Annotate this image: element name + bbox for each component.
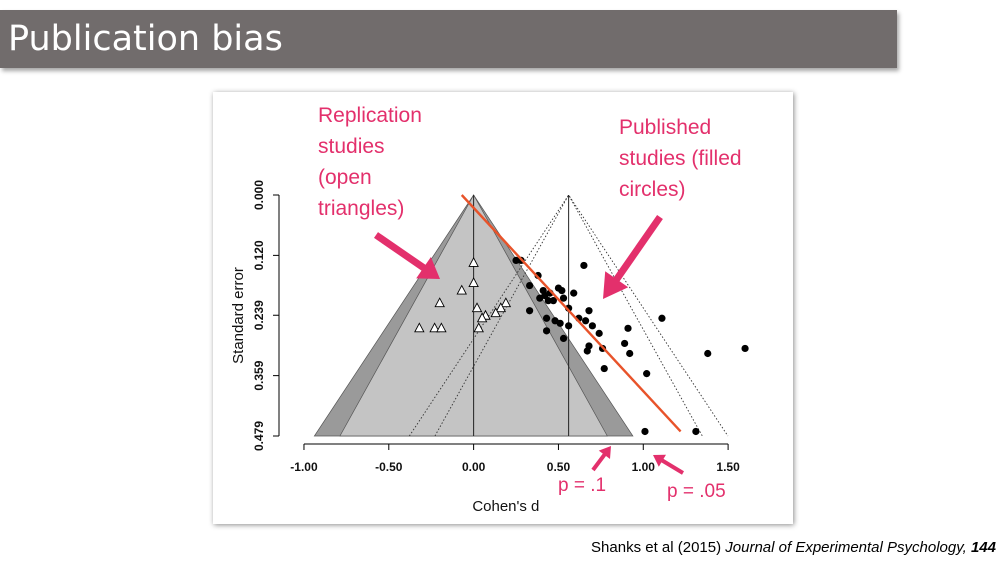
y-tick-label: 0.120	[252, 240, 266, 270]
published-study-point	[583, 347, 591, 355]
replication-study-point	[473, 322, 484, 333]
replication-annotation: Replication studies (open triangles)	[318, 104, 422, 220]
published-study-point	[512, 256, 520, 265]
replication-study-point	[476, 312, 488, 323]
funnel-plot: -1.00 -0.50 0.00 0.50 1.00 1.50 Cohen's d 0.000…	[230, 180, 749, 515]
published-study-point	[526, 307, 534, 315]
published-study-point	[526, 281, 534, 290]
published-study-point	[626, 349, 634, 358]
x-tick-label: 0.00	[462, 460, 486, 474]
x-tick-label: 0.50	[547, 460, 571, 474]
published-study-point	[588, 322, 596, 330]
replication-study-point	[414, 322, 425, 333]
replication-study-point	[490, 307, 501, 318]
p-005-annotation: p = .05	[667, 481, 726, 502]
y-axis-title: Standard error	[230, 267, 247, 364]
published-study-point	[692, 427, 700, 436]
published-study-point	[641, 427, 649, 436]
published-study-point	[595, 329, 603, 337]
published-study-point	[541, 292, 549, 300]
published-study-point	[570, 289, 578, 297]
published-funnel-boundary	[434, 194, 703, 437]
regression-line	[460, 194, 682, 433]
replication-study-point	[495, 302, 507, 313]
y-tick-label: 0.239	[252, 300, 266, 330]
published-study-point	[643, 370, 651, 378]
published-study-point	[624, 324, 632, 332]
p-01-arrow	[591, 446, 611, 472]
replication-study-point	[434, 297, 445, 308]
slide-title-bar: Publication bias	[0, 10, 897, 68]
published-study-point	[741, 344, 749, 353]
x-tick-label: 1.50	[716, 460, 740, 474]
published-study-point	[544, 297, 552, 305]
x-tick-label: 1.00	[632, 460, 656, 474]
published-study-point	[585, 307, 593, 315]
replication-study-point	[436, 322, 447, 333]
published-study-point	[704, 349, 712, 358]
published-study-point	[565, 322, 573, 330]
published-study-point	[556, 319, 564, 327]
published-study-point	[600, 364, 608, 373]
y-tick-label: 0.359	[252, 360, 266, 390]
published-study-point	[549, 297, 557, 305]
x-tick-label: -1.00	[290, 460, 318, 474]
published-annotation-arrow	[603, 215, 663, 299]
y-tick-label: 0.000	[252, 180, 266, 210]
published-study-point	[558, 286, 566, 295]
citation-authors: Shanks et al (2015)	[591, 539, 722, 556]
x-axis-title: Cohen's d	[472, 498, 539, 515]
replication-study-point	[471, 302, 483, 313]
replication-annotation-arrow	[374, 232, 440, 279]
replication-study-point	[429, 322, 440, 333]
funnel-plot-figure: -1.00 -0.50 0.00 0.50 1.00 1.50 Cohen's d 0.000…	[213, 92, 793, 524]
y-tick-label: 0.479	[252, 421, 266, 451]
x-tick-label: -0.50	[375, 460, 403, 474]
published-study-point	[559, 334, 568, 342]
published-study-point	[542, 327, 551, 335]
replication-study-point	[468, 256, 479, 267]
citation-journal: Journal of Experimental Psychology,	[725, 539, 967, 556]
published-study-point	[658, 314, 666, 322]
published-study-point	[621, 339, 629, 348]
published-study-point	[542, 314, 551, 322]
p-005-arrow	[653, 454, 684, 475]
citation-volume: 144	[970, 539, 996, 556]
replication-study-point	[456, 284, 467, 295]
published-annotation: Published studies (filled circles)	[619, 116, 742, 201]
published-study-point	[559, 294, 568, 302]
citation: Shanks et al (2015) Journal of Experimen…	[591, 539, 996, 556]
slide-title: Publication bias	[8, 19, 283, 59]
replication-study-point	[500, 297, 512, 308]
published-study-point	[580, 261, 588, 270]
published-study-point	[581, 317, 590, 325]
replication-study-point	[468, 277, 479, 287]
p-01-annotation: p = .1	[558, 475, 607, 496]
